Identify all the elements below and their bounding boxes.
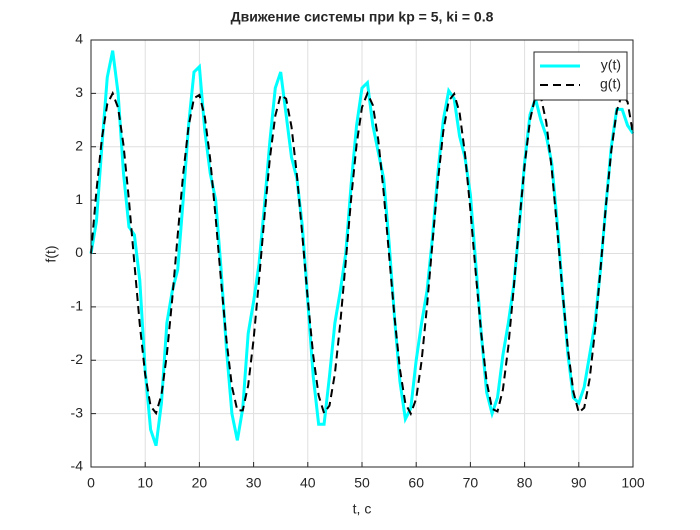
y-tick-label: 0 <box>75 244 83 260</box>
y-axis-label: f(t) <box>43 245 59 262</box>
y-tick-label: -4 <box>71 458 84 474</box>
x-tick-label: 80 <box>517 475 533 491</box>
y-tick-label: -2 <box>71 351 84 367</box>
y-tick-label: -3 <box>71 404 84 420</box>
series-line <box>90 90 634 417</box>
x-tick-label: 20 <box>192 475 208 491</box>
x-tick-label: 40 <box>300 475 316 491</box>
legend-box <box>533 51 628 101</box>
chart-title: Движение системы при kp = 5, ki = 0.8 <box>231 9 494 25</box>
x-tick-label: 70 <box>463 475 479 491</box>
x-tick-label: 90 <box>571 475 587 491</box>
x-axis-label: t, c <box>353 501 372 517</box>
y-tick-label: -1 <box>71 298 84 314</box>
plot-frame <box>90 39 634 468</box>
x-tick-label: 50 <box>354 475 370 491</box>
x-tick-label: 60 <box>408 475 424 491</box>
x-tick-label: 0 <box>87 475 95 491</box>
y-tick-label: 4 <box>75 31 83 47</box>
y-tick-label: 3 <box>75 84 83 100</box>
x-tick-label: 10 <box>137 475 153 491</box>
x-tick-label: 30 <box>246 475 262 491</box>
legend-label: y(t) <box>601 57 621 73</box>
y-tick-label: 2 <box>75 137 83 153</box>
legend: y(t) g(t) <box>533 51 628 101</box>
series-line <box>89 50 635 447</box>
y-tick-label: 1 <box>75 191 83 207</box>
x-tick-label: 100 <box>621 475 645 491</box>
legend-label: g(t) <box>600 76 621 92</box>
